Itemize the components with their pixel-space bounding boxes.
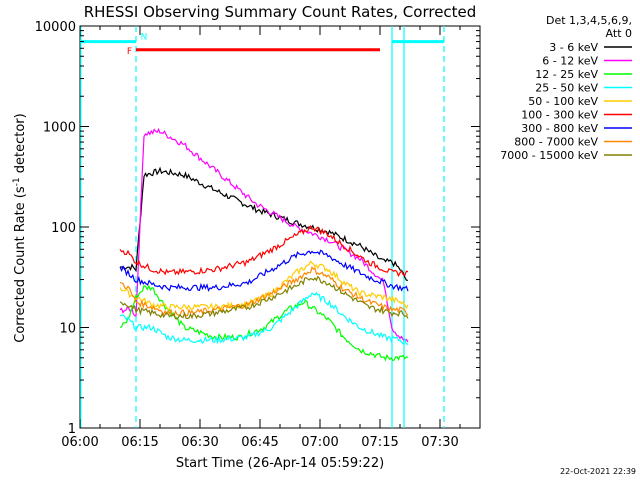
status-bars: FN — [80, 33, 444, 57]
legend-entry-label: 6 - 12 keV — [542, 55, 598, 68]
x-tick-label: 07:00 — [301, 435, 338, 450]
series-line-3-6keV — [119, 166, 409, 281]
legend-entry-label: 7000 - 15000 keV — [500, 149, 598, 162]
legend-entry-label: 100 - 300 keV — [521, 109, 598, 122]
timestamp: 22-Oct-2021 22:39 — [560, 467, 636, 476]
y-tick-label: 1 — [68, 422, 76, 437]
series-lines — [119, 127, 409, 362]
y-axis-label: Corrected Count Rate (s-1 detector) — [12, 113, 28, 342]
chart-title: RHESSI Observing Summary Count Rates, Co… — [84, 3, 477, 21]
series-line-100-300keV — [119, 224, 409, 278]
legend-header-line2: Att 0 — [606, 27, 632, 40]
x-tick-label: 06:45 — [241, 435, 278, 450]
legend-entry-label: 12 - 25 keV — [535, 68, 598, 81]
x-tick-label: 07:15 — [361, 435, 398, 450]
x-tick-label: 06:00 — [61, 435, 98, 450]
y-tick-label: 10000 — [35, 20, 76, 35]
series-line-7000-15000keV — [119, 275, 409, 320]
series-line-12-25keV — [119, 284, 409, 362]
x-tick-label: 07:30 — [421, 435, 458, 450]
x-tick-label: 06:30 — [181, 435, 218, 450]
y-tick-label: 10 — [59, 322, 76, 337]
night-label: N — [141, 33, 148, 43]
legend-header-line1: Det 1,3,4,5,6,9, — [546, 14, 632, 27]
legend-entry-label: 50 - 100 keV — [528, 95, 598, 108]
series-line-6-12keV — [119, 127, 409, 343]
x-tick-label: 06:15 — [121, 435, 158, 450]
axis-ticks: 06:00 06:15 06:30 06:45 07:00 07:15 07:30 1 10 10… — [35, 20, 481, 450]
y-tick-label: 100 — [51, 221, 76, 236]
legend-entry-label: 300 - 800 keV — [521, 122, 598, 135]
vertical-markers — [80, 26, 445, 428]
series-line-25-50keV — [119, 291, 409, 345]
legend-entry-label: 800 - 7000 keV — [514, 136, 598, 149]
legend-entry-label: 3 - 6 keV — [549, 41, 598, 54]
series-line-300-800keV — [119, 249, 409, 293]
y-tick-label: 1000 — [43, 121, 76, 136]
legend-entry-label: 25 - 50 keV — [535, 82, 598, 95]
flare-label: F — [127, 47, 132, 57]
x-axis-label: Start Time (26-Apr-14 05:59:22) — [176, 456, 384, 471]
series-line-50-100keV — [119, 260, 409, 312]
